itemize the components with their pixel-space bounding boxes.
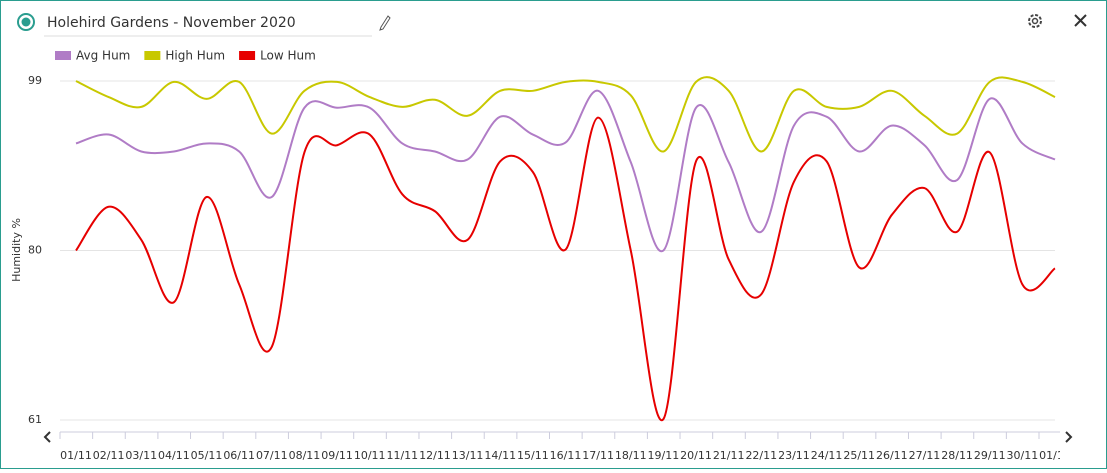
x-tick-label: 10/11 <box>354 449 386 462</box>
x-tick-label: 05/11 <box>191 449 223 462</box>
status-icon <box>17 13 35 31</box>
x-tick-label: 12/11 <box>419 449 451 462</box>
y-axis-label: Humidity % <box>10 218 23 282</box>
x-tick-label: 01/11 <box>60 449 92 462</box>
x-tick-label: 21/11 <box>713 449 745 462</box>
settings-icon[interactable] <box>1028 14 1042 28</box>
legend-swatch <box>239 51 256 60</box>
x-tick-label: 06/11 <box>223 449 255 462</box>
line-series <box>75 89 1056 253</box>
status-dot <box>21 17 31 27</box>
x-tick-label: 11/11 <box>386 449 418 462</box>
x-tick-label: 03/11 <box>125 449 157 462</box>
x-tick-label: 19/11 <box>648 449 680 462</box>
close-icon[interactable] <box>1074 14 1087 27</box>
chart-title: Holehird Gardens - November 2020 <box>47 15 296 31</box>
x-tick-label: 09/11 <box>321 449 353 462</box>
scroll-left[interactable] <box>43 431 51 443</box>
x-tick-label: 16/11 <box>550 449 582 462</box>
line-series <box>75 116 1056 422</box>
x-tick-label: 15/11 <box>517 449 549 462</box>
x-tick-label: 08/11 <box>289 449 321 462</box>
x-tick-label: 22/11 <box>745 449 777 462</box>
edit-icon[interactable] <box>379 15 391 31</box>
x-tick-label: 24/11 <box>811 449 843 462</box>
line-series <box>75 76 1056 153</box>
x-tick-label: 01/12 <box>1039 449 1071 462</box>
x-tick-label: 26/11 <box>876 449 908 462</box>
legend-swatch <box>55 51 71 60</box>
x-tick-label: 04/11 <box>158 449 190 462</box>
settings-icon-core <box>1031 17 1039 25</box>
x-tick-label: 23/11 <box>778 449 810 462</box>
x-tick-label: 29/11 <box>974 449 1006 462</box>
x-tick-label: 28/11 <box>941 449 973 462</box>
legend-swatch <box>144 51 161 60</box>
y-tick-label: 99 <box>28 74 42 87</box>
x-tick-label: 02/11 <box>93 449 125 462</box>
legend-label: Low Hum <box>260 49 316 63</box>
x-tick-label: 27/11 <box>909 449 941 462</box>
x-tick-label: 18/11 <box>615 449 647 462</box>
x-tick-label: 20/11 <box>680 449 712 462</box>
x-tick-label: 07/11 <box>256 449 288 462</box>
x-tick-label: 14/11 <box>484 449 516 462</box>
x-labels: 01/11 02/11 03/11 04/11 05/11 06/11 07/11 08/11… <box>60 449 1071 462</box>
x-tick-label: 30/11 <box>1007 449 1039 462</box>
x-tick-label: 25/11 <box>843 449 875 462</box>
legend-label: High Hum <box>165 49 225 63</box>
scroll-right[interactable] <box>1065 431 1073 443</box>
x-tick-label: 17/11 <box>582 449 614 462</box>
legend-label: Avg Hum <box>76 49 130 63</box>
y-tick-label: 80 <box>28 244 42 257</box>
y-tick-label: 61 <box>28 413 42 426</box>
x-tick-label: 13/11 <box>452 449 484 462</box>
